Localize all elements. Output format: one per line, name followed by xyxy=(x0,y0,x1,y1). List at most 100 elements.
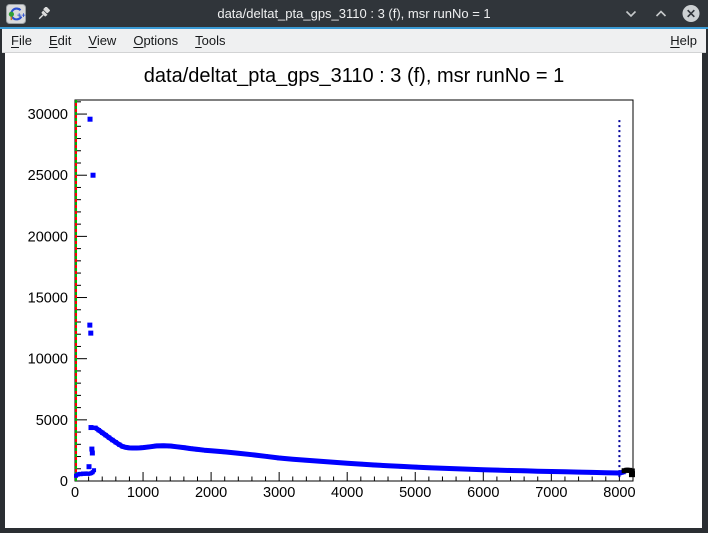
end-marker xyxy=(628,471,635,478)
data-point-marker xyxy=(123,445,129,450)
pin-icon[interactable] xyxy=(36,6,52,22)
data-point-marker xyxy=(627,467,633,473)
data-point-marker xyxy=(358,461,364,467)
menu-items-group: File Edit View Options Tools xyxy=(11,33,226,48)
y-tick-label: 5000 xyxy=(36,413,68,429)
window-controls xyxy=(622,4,700,23)
data-point-marker xyxy=(181,445,187,450)
data-point-marker xyxy=(467,467,472,472)
menu-item-file[interactable]: File xyxy=(11,33,32,48)
data-point-marker xyxy=(222,449,227,455)
data-point-marker xyxy=(413,464,418,470)
data-point-marker xyxy=(344,461,350,466)
menubar: File Edit View Options Tools Help xyxy=(2,29,706,53)
data-point-marker xyxy=(92,468,97,473)
data-point-marker xyxy=(617,470,622,476)
data-point-marker xyxy=(88,330,94,336)
data-point-marker xyxy=(535,469,540,474)
data-point-marker xyxy=(202,447,207,453)
data-point-marker xyxy=(100,430,105,435)
reference-lines xyxy=(75,100,621,481)
data-point-marker xyxy=(331,460,336,465)
data-point-marker xyxy=(89,446,95,452)
data-point-marker xyxy=(508,468,513,473)
data-point-marker xyxy=(621,468,627,474)
y-tick-label: 15000 xyxy=(28,291,68,307)
data-point-marker xyxy=(188,446,193,451)
data-point-marker xyxy=(110,437,115,443)
menu-item-help[interactable]: Help xyxy=(670,33,697,48)
plot-title: data/deltat_pta_gps_3110 : 3 (f), msr ru… xyxy=(144,65,564,87)
data-point-marker xyxy=(276,455,282,461)
close-button[interactable] xyxy=(682,4,700,23)
data-point-marker xyxy=(174,444,180,449)
x-tick-label: 6000 xyxy=(467,485,499,501)
menu-item-view[interactable]: View xyxy=(88,33,117,48)
data-point-marker xyxy=(154,443,159,449)
data-point-marker xyxy=(140,445,146,450)
titlebar-accent-line xyxy=(0,27,708,29)
window-title: data/deltat_pta_gps_3110 : 3 (f), msr ru… xyxy=(217,6,491,21)
root-logo-icon: ++ xyxy=(6,3,26,24)
data-point-marker xyxy=(103,432,108,438)
x-tick-label: 8000 xyxy=(603,485,635,501)
data-point-marker xyxy=(399,464,404,469)
y-tick-label: 20000 xyxy=(28,229,68,245)
titlebar[interactable]: ++ data/deltat_pta_gps_3110 : 3 (f), msr… xyxy=(0,0,708,29)
y-axis: 0 5000 10000 15000 20000 25000 30000 xyxy=(28,101,87,490)
data-point-marker xyxy=(236,451,241,456)
data-point-marker xyxy=(385,463,391,468)
y-tick-label: 10000 xyxy=(28,352,68,368)
data-point-marker xyxy=(426,465,432,470)
plot-frame xyxy=(74,99,634,482)
x-axis: 0 1000 2000 3000 4000 5000 6000 7000 8000 xyxy=(71,472,636,501)
data-point-marker xyxy=(120,444,125,449)
data-series-blue xyxy=(74,116,626,478)
y-tick-label: 25000 xyxy=(28,168,68,184)
data-point-marker xyxy=(208,448,214,453)
data-point-marker xyxy=(521,468,527,474)
menu-item-tools[interactable]: Tools xyxy=(195,33,226,48)
data-point-marker xyxy=(86,464,92,470)
x-tick-label: 2000 xyxy=(195,485,227,501)
data-point-marker xyxy=(134,445,139,451)
data-point-marker xyxy=(549,469,554,474)
data-point-marker xyxy=(440,466,445,471)
x-tick-label: 7000 xyxy=(535,485,567,501)
data-point-marker xyxy=(137,445,142,451)
minimize-button[interactable] xyxy=(622,5,640,23)
data-point-marker xyxy=(562,469,568,475)
data-point-marker xyxy=(263,454,268,459)
data-point-marker xyxy=(147,444,153,449)
data-point-marker xyxy=(603,470,608,475)
data-point-marker xyxy=(589,470,595,475)
data-point-marker xyxy=(195,447,200,452)
maximize-button[interactable] xyxy=(652,5,670,23)
canvas-area: data/deltat_pta_gps_3110 : 3 (f), msr ru… xyxy=(5,53,702,528)
data-point-marker xyxy=(88,425,94,431)
svg-text:++: ++ xyxy=(17,10,26,19)
data-point-marker xyxy=(90,172,96,178)
data-point-marker xyxy=(372,462,377,468)
data-point-marker xyxy=(106,435,112,440)
x-tick-label: 0 xyxy=(71,485,79,501)
data-point-marker xyxy=(481,467,486,472)
histogram-plot[interactable]: data/deltat_pta_gps_3110 : 3 (f), msr ru… xyxy=(5,53,702,528)
data-point-marker xyxy=(168,443,173,449)
data-point-marker xyxy=(113,440,119,445)
menu-item-edit[interactable]: Edit xyxy=(48,33,72,48)
data-point-marker xyxy=(453,466,459,471)
x-tick-label: 5000 xyxy=(399,485,431,501)
data-point-marker xyxy=(93,425,98,430)
data-point-marker xyxy=(96,428,102,433)
chevron-up-icon xyxy=(655,9,667,17)
data-point-marker xyxy=(576,469,581,475)
data-point-marker xyxy=(317,459,323,464)
chevron-down-icon xyxy=(625,10,637,17)
x-tick-label: 4000 xyxy=(331,485,363,501)
menu-item-options[interactable]: Options xyxy=(133,33,179,48)
x-tick-label: 1000 xyxy=(127,485,159,501)
close-icon xyxy=(682,4,700,23)
data-point-marker xyxy=(130,445,136,451)
y-tick-label: 30000 xyxy=(28,107,68,123)
